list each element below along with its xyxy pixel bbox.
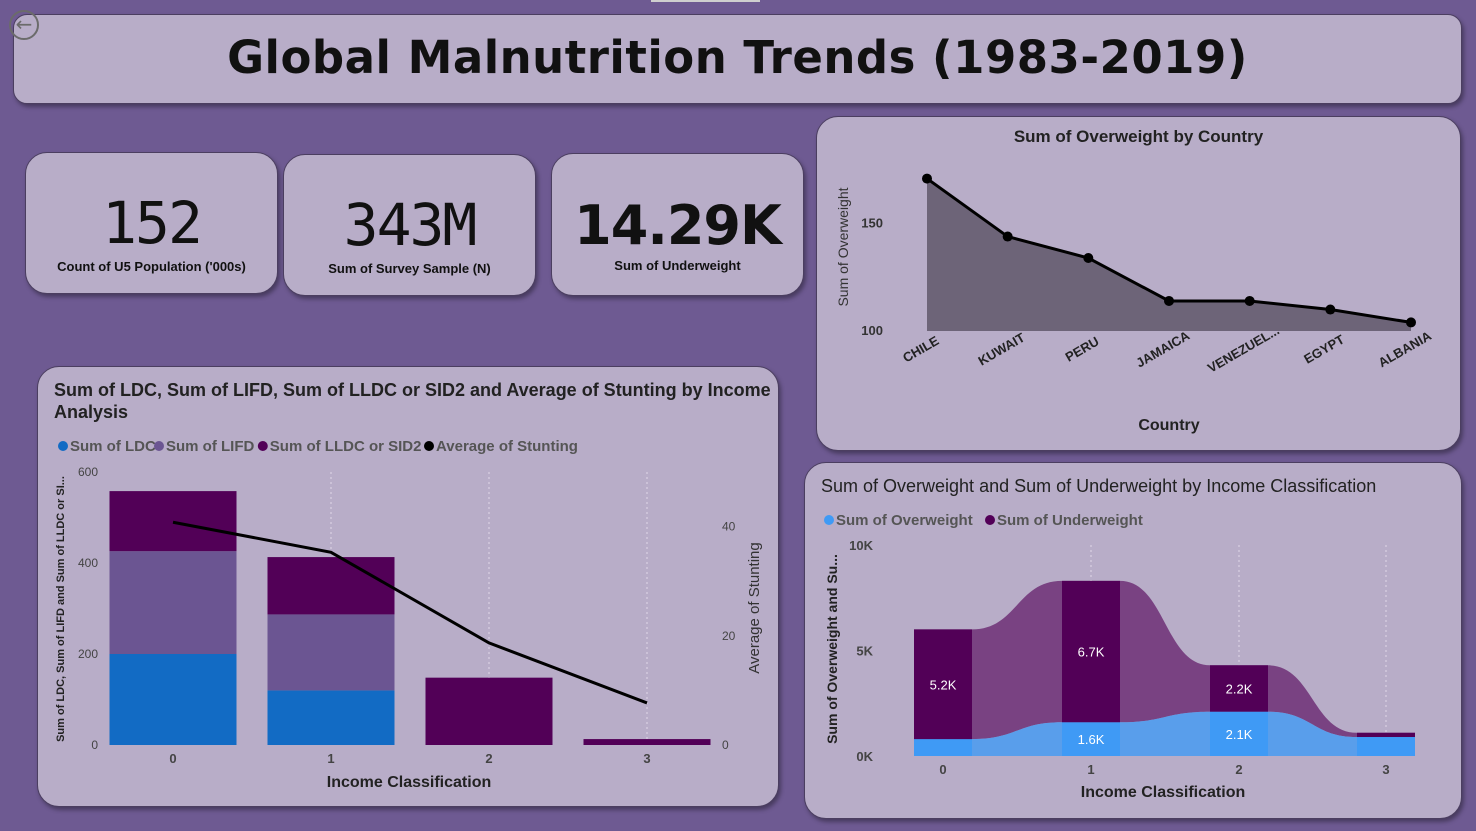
underweight-bar (1357, 732, 1415, 738)
y2-tick-label: 20 (722, 629, 736, 643)
data-point (1244, 295, 1255, 306)
x-tick-label: 0 (939, 762, 946, 777)
legend-marker (985, 515, 995, 525)
income-analysis-chart: Sum of LDC Sum of LIFD Sum of LLDC or SID2… (55, 438, 763, 791)
x-tick-label: 2 (485, 751, 492, 766)
kpi-label: Sum of Underweight (614, 258, 741, 273)
data-point (1083, 253, 1094, 264)
y-axis-title: Sum of LDC, Sum of LIFD and Sum of LLDC … (55, 476, 67, 742)
x-tick-label: KUWAIT (975, 330, 1027, 369)
kpi-card-underweight: 14.29K Sum of Underweight (551, 153, 804, 296)
legend-label: Sum of LIFD (166, 438, 254, 455)
data-label: 1.6K (1078, 732, 1105, 747)
data-label: 2.1K (1226, 727, 1253, 742)
legend-marker (424, 441, 434, 451)
underweight-bar (1210, 665, 1268, 712)
legend-marker (58, 441, 68, 451)
kpi-value: 343M (343, 191, 478, 259)
legend-label: Sum of Overweight (836, 512, 973, 529)
y-tick-label: 400 (78, 556, 98, 570)
x-tick-label: PERU (1063, 334, 1102, 365)
legend-label: Average of Stunting (436, 438, 578, 455)
x-tick-label: 3 (643, 751, 650, 766)
bar-segment (109, 491, 237, 552)
bar-segment (109, 551, 237, 654)
kpi-card-survey-sample: 343M Sum of Survey Sample (N) (283, 154, 536, 296)
overweight-by-country-chart-panel[interactable]: Sum of Overweight by Country 100 150 CHILE… (816, 116, 1461, 451)
back-arrow-icon[interactable]: ← (9, 10, 39, 40)
chart-title: Sum of Overweight by Country (1013, 127, 1264, 146)
x-axis-title: Income Classification (327, 774, 492, 791)
income-analysis-chart-panel[interactable]: Sum of LDC, Sum of LIFD, Sum of LLDC or … (37, 366, 779, 807)
x-tick-label: CHILE (900, 333, 942, 366)
data-point (1325, 304, 1336, 315)
x-tick-label: JAMAICA (1133, 327, 1192, 370)
x-tick-label: 1 (1087, 762, 1094, 777)
legend-label: Sum of LDC (70, 438, 156, 455)
x-tick-label: ALBANIA (1376, 328, 1435, 371)
kpi-value: 14.29K (574, 194, 782, 257)
overweight-bar (1357, 737, 1415, 756)
bar-segment (425, 677, 553, 745)
bar-segment (267, 557, 395, 615)
legend-label: Sum of LLDC or SID2 (270, 438, 422, 455)
underweight-bar (1062, 580, 1120, 723)
y-tick-label: 200 (78, 647, 98, 661)
page-title: Global Malnutrition Trends (1983-2019) (227, 31, 1248, 84)
data-label: 6.7K (1078, 645, 1105, 660)
y-tick-label: 100 (861, 323, 883, 338)
data-point (1002, 231, 1013, 242)
top-strip (651, 0, 760, 2)
chart-title: Sum of LDC, Sum of LIFD, Sum of LLDC or … (54, 380, 771, 422)
y2-tick-label: 40 (722, 520, 736, 534)
overweight-bar (914, 739, 972, 756)
overweight-ribbon (914, 711, 1415, 756)
legend-label: Sum of Underweight (997, 512, 1143, 529)
underweight-ribbon (914, 580, 1415, 740)
kpi-value: 152 (102, 189, 203, 257)
data-point (922, 173, 932, 184)
overweight-bar (1062, 722, 1120, 756)
x-tick-label: 0 (169, 751, 176, 766)
stunting-line (172, 520, 648, 705)
legend-marker (154, 441, 164, 451)
overweight-bar (1210, 711, 1268, 756)
overweight-underweight-chart: Sum of Overweight Sum of Underweight 5.2K 0… (824, 512, 1415, 801)
data-label: 5.2K (930, 677, 957, 692)
y2-axis-title: Average of Stunting (746, 542, 763, 673)
bar-segment (267, 614, 395, 691)
y-tick-label: 150 (861, 216, 883, 231)
x-tick-label: 1 (327, 751, 334, 766)
y-tick-label: 5K (856, 644, 873, 659)
y2-tick-label: 0 (722, 738, 729, 752)
area-fill (927, 178, 1411, 331)
y-tick-label: 0 (91, 738, 98, 752)
y-tick-label: 0K (856, 749, 873, 764)
x-tick-label: EGYPT (1301, 332, 1347, 367)
bar-segment (583, 739, 711, 745)
bar-segment (267, 690, 395, 745)
y-axis-title: Sum of Overweight and Su... (824, 554, 840, 744)
underweight-bar (914, 629, 972, 740)
kpi-label: Sum of Survey Sample (N) (328, 261, 491, 276)
y-tick-label: 600 (78, 465, 98, 479)
data-point (1406, 317, 1416, 328)
x-axis-title: Income Classification (1081, 784, 1246, 801)
x-tick-label: 2 (1235, 762, 1242, 777)
data-label: 2.2K (1226, 681, 1253, 696)
x-tick-label: 3 (1382, 762, 1389, 777)
y-tick-label: 10K (849, 538, 873, 553)
legend-marker (257, 441, 268, 451)
kpi-card-u5-population: 152 Count of U5 Population ('000s) (25, 152, 278, 294)
title-panel: Global Malnutrition Trends (1983-2019) (13, 14, 1462, 104)
chart-title: Sum of Overweight and Sum of Underweight… (821, 476, 1377, 496)
kpi-label: Count of U5 Population ('000s) (57, 259, 246, 274)
x-axis-title: Country (1138, 417, 1199, 434)
bar-segment (109, 654, 237, 745)
overweight-underweight-chart-panel[interactable]: Sum of Overweight and Sum of Underweight… (804, 462, 1462, 819)
data-point (1164, 295, 1174, 306)
legend-marker (824, 515, 834, 525)
y-axis-title: Sum of Overweight (835, 187, 851, 306)
